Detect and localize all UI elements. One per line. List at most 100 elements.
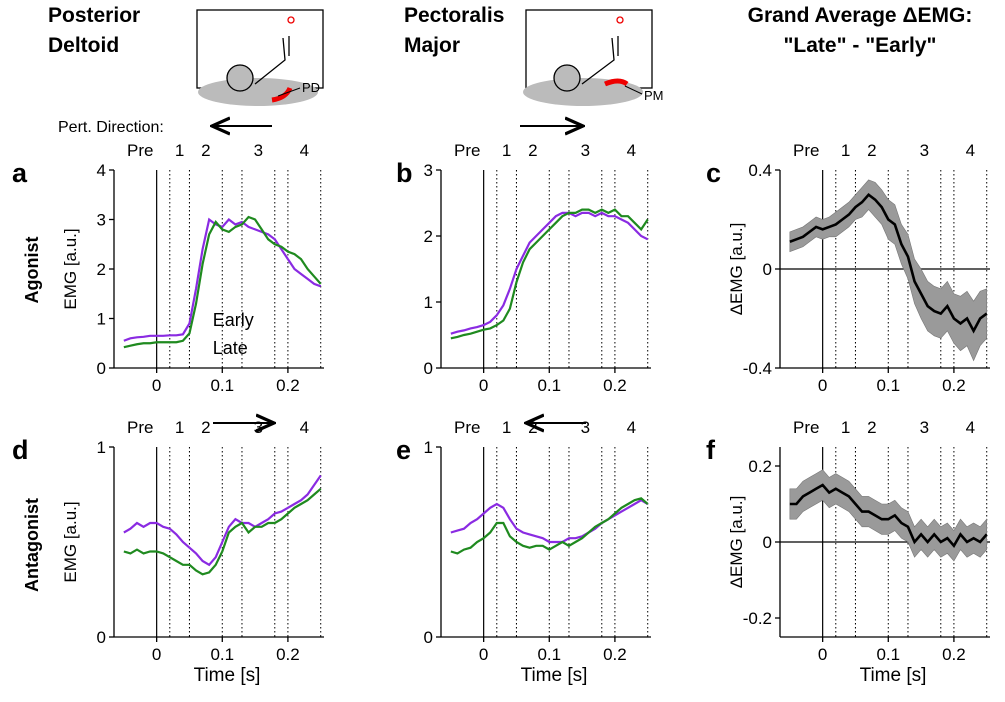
series-line <box>450 208 649 340</box>
epoch-label: 4 <box>300 141 309 160</box>
row-label: Agonist <box>22 237 42 304</box>
y-tick-label: 1 <box>97 438 106 457</box>
direction-arrows <box>212 126 586 423</box>
x-axis-label: Time [s] <box>860 665 927 686</box>
epoch-label: 1 <box>502 141 511 160</box>
epoch-label: 2 <box>528 141 537 160</box>
x-tick-label: 0.2 <box>942 645 966 664</box>
x-tick-label: 0.2 <box>276 645 300 664</box>
column-title: Deltoid <box>48 34 119 57</box>
epoch-label: 3 <box>254 418 263 437</box>
x-tick-label: 0 <box>479 376 488 395</box>
x-tick-label: 0.2 <box>603 645 627 664</box>
panel-letter: b <box>396 158 413 188</box>
y-tick-label: -0.2 <box>743 609 772 628</box>
y-tick-label: 0 <box>97 359 106 378</box>
epoch-label: 1 <box>841 418 850 437</box>
legend-entry: Early <box>213 310 254 330</box>
x-tick-label: 0.2 <box>603 376 627 395</box>
y-axis-label: EMG [a.u.] <box>61 501 80 582</box>
column-title: "Late" - "Early" <box>783 34 936 57</box>
epoch-label: 3 <box>920 141 929 160</box>
epoch-label: 1 <box>502 418 511 437</box>
series-line <box>123 474 322 567</box>
y-tick-label: 2 <box>97 260 106 279</box>
series-line <box>123 217 322 342</box>
x-tick-label: 0.2 <box>276 376 300 395</box>
y-axis-label: EMG [a.u.] <box>61 228 80 309</box>
epoch-label: 4 <box>300 418 309 437</box>
error-band <box>789 179 988 362</box>
x-tick-label: 0 <box>818 645 827 664</box>
epoch-label: 4 <box>966 418 975 437</box>
epoch-label: 4 <box>966 141 975 160</box>
x-tick-label: 0.1 <box>537 376 561 395</box>
y-tick-label: 0 <box>97 628 106 647</box>
x-tick-label: 0.1 <box>876 376 900 395</box>
epoch-label: Pre <box>793 141 819 160</box>
series-line <box>450 498 649 544</box>
legend-entry: Late <box>213 338 248 358</box>
row-label: Antagonist <box>22 498 42 592</box>
setup-diagram <box>523 9 653 106</box>
x-tick-label: 0.1 <box>210 645 234 664</box>
y-tick-label: 0 <box>763 533 772 552</box>
y-tick-label: 4 <box>97 161 106 180</box>
epoch-label: 3 <box>254 141 263 160</box>
series-line <box>123 215 322 349</box>
panel-letter: f <box>706 435 716 465</box>
mean-line <box>789 483 988 549</box>
y-tick-label: 0 <box>424 359 433 378</box>
epoch-label: Pre <box>454 418 480 437</box>
x-axis-label: Time [s] <box>194 665 261 686</box>
series-line <box>450 497 649 555</box>
y-tick-label: 0 <box>763 260 772 279</box>
panel-letter: d <box>12 435 29 465</box>
epoch-label: 2 <box>201 418 210 437</box>
panel-letter: c <box>706 158 721 188</box>
pert-direction-label: Pert. Direction: <box>58 119 164 136</box>
epoch-label: 3 <box>581 418 590 437</box>
column-title: Major <box>404 34 460 57</box>
epoch-label: Pre <box>127 141 153 160</box>
x-tick-label: 0.1 <box>210 376 234 395</box>
column-title: Pectoralis <box>404 4 504 27</box>
x-tick-label: 0 <box>818 376 827 395</box>
epoch-label: 1 <box>175 418 184 437</box>
epoch-label: Pre <box>454 141 480 160</box>
epoch-label: 3 <box>581 141 590 160</box>
y-tick-label: 3 <box>97 211 106 230</box>
panel-letter: e <box>396 435 411 465</box>
y-tick-label: 0.4 <box>748 161 772 180</box>
x-tick-label: 0 <box>479 645 488 664</box>
y-tick-label: 1 <box>424 438 433 457</box>
epoch-label: 2 <box>528 418 537 437</box>
y-axis-label: ΔEMG [a.u.] <box>727 496 746 589</box>
y-tick-label: 2 <box>424 227 433 246</box>
y-axis-label: ΔEMG [a.u.] <box>727 223 746 316</box>
x-axis-label: Time [s] <box>521 665 588 686</box>
y-tick-label: 0.2 <box>748 457 772 476</box>
column-title: Grand Average ΔEMG: <box>748 4 973 27</box>
epoch-label: 3 <box>920 418 929 437</box>
muscle-label: PD <box>302 80 320 95</box>
y-tick-label: 0 <box>424 628 433 647</box>
muscle-label: PM <box>644 88 664 103</box>
epoch-label: 2 <box>867 141 876 160</box>
y-tick-label: 1 <box>424 293 433 312</box>
mean-line <box>789 192 988 334</box>
x-tick-label: 0.2 <box>942 376 966 395</box>
epoch-label: 4 <box>627 141 636 160</box>
series-line <box>450 211 649 335</box>
x-tick-label: 0 <box>152 645 161 664</box>
y-tick-label: 3 <box>424 161 433 180</box>
x-tick-label: 0 <box>152 376 161 395</box>
panel-letter: a <box>12 158 28 188</box>
setup-diagram <box>196 9 324 106</box>
y-tick-label: 1 <box>97 310 106 329</box>
epoch-label: Pre <box>127 418 153 437</box>
epoch-label: 2 <box>201 141 210 160</box>
series-line <box>123 487 322 576</box>
epoch-label: 1 <box>175 141 184 160</box>
